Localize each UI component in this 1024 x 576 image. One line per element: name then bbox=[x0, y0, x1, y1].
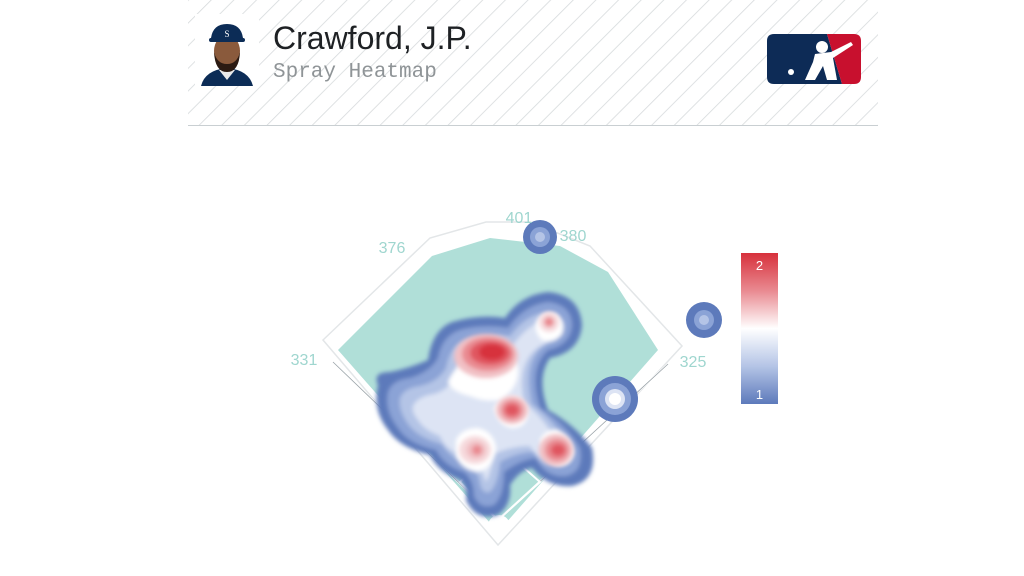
colorbar-max-label: 2 bbox=[755, 258, 764, 273]
chart-subtitle: Spray Heatmap bbox=[273, 61, 437, 84]
svg-text:S: S bbox=[224, 29, 229, 39]
home-plate-area bbox=[488, 515, 510, 537]
header-banner bbox=[188, 0, 878, 126]
player-headshot-icon: S bbox=[195, 14, 259, 86]
distance-center: 401 bbox=[506, 210, 533, 227]
colorbar-legend bbox=[741, 253, 778, 404]
isolated-blobs bbox=[523, 220, 722, 422]
distance-right-line: 325 bbox=[680, 354, 707, 371]
mlb-logo-icon bbox=[767, 34, 861, 84]
distance-right-center: 380 bbox=[560, 228, 587, 245]
heatmap-hot-spots bbox=[454, 312, 573, 466]
distance-left-line: 331 bbox=[291, 352, 318, 369]
hatch-pattern bbox=[188, 0, 878, 125]
colorbar-min-label: 1 bbox=[755, 387, 764, 402]
player-name: Crawford, J.P. bbox=[273, 20, 472, 56]
distance-left-center: 376 bbox=[379, 240, 406, 257]
